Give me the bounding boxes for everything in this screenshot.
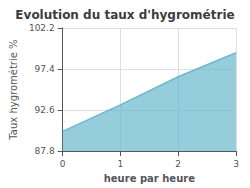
svg-text:87.8: 87.8 [35,146,55,156]
svg-text:1: 1 [118,159,124,169]
svg-text:3: 3 [233,159,239,169]
svg-text:102.2: 102.2 [29,23,55,33]
svg-text:92.6: 92.6 [35,105,55,115]
svg-text:0: 0 [60,159,66,169]
svg-text:Taux hygrométrie %: Taux hygrométrie % [8,39,19,140]
svg-text:Evolution du taux d'hygrométri: Evolution du taux d'hygrométrie [15,8,234,22]
svg-text:2: 2 [175,159,181,169]
svg-text:heure par heure: heure par heure [104,173,195,184]
svg-text:97.4: 97.4 [35,64,55,74]
